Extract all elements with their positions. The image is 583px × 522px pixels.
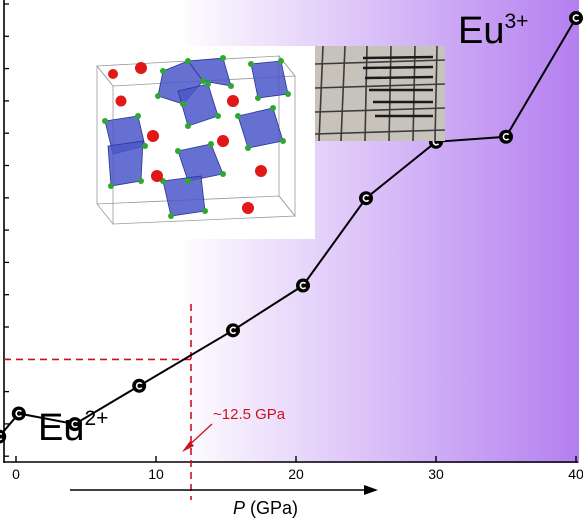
data-point-glyph <box>572 14 580 22</box>
sample-photo-inset <box>315 46 445 141</box>
data-series <box>0 11 583 444</box>
transition-pressure-label: ~12.5 GPa <box>213 406 286 423</box>
data-point-glyph <box>299 281 307 290</box>
transition-guides <box>4 304 192 500</box>
pressure-arrow-head <box>364 485 378 495</box>
x-tick-label: 10 <box>148 466 164 482</box>
eu2-label: Eu2+ <box>38 407 108 449</box>
data-point <box>226 323 240 338</box>
x-axis-label: P (GPa) <box>233 498 298 518</box>
data-point <box>296 278 310 293</box>
data-point-glyph <box>229 326 237 335</box>
data-point-glyph <box>502 132 510 141</box>
data-point <box>499 129 513 144</box>
x-tick-label: 0 <box>12 466 20 482</box>
data-point <box>132 378 147 393</box>
data-point-glyph <box>135 381 143 390</box>
series-line <box>0 17 577 438</box>
data-point-glyph <box>362 194 370 202</box>
crystal-structure-inset <box>83 46 315 239</box>
data-point <box>359 191 373 206</box>
data-point <box>0 429 7 444</box>
data-point-glyph <box>0 432 3 441</box>
transition-pointer-head <box>182 441 194 452</box>
crystal-structure-image <box>96 54 296 226</box>
eu3-label: Eu3+ <box>458 10 528 52</box>
x-tick-label: 20 <box>288 466 304 482</box>
data-point <box>11 406 26 421</box>
data-point-glyph <box>71 420 78 428</box>
x-tick-label: 30 <box>428 466 444 482</box>
x-axis-ticks: 0 10 20 30 40 <box>12 456 583 482</box>
data-point <box>67 417 82 432</box>
data-point-glyph <box>15 409 22 418</box>
data-point <box>569 11 583 26</box>
sample-photo-image <box>315 46 445 141</box>
x-tick-label: 40 <box>568 466 583 482</box>
